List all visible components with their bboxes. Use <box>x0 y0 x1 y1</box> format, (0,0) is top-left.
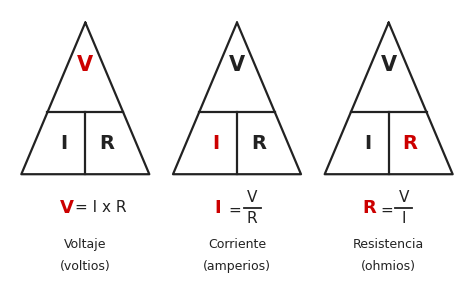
Text: Resistencia: Resistencia <box>353 238 424 251</box>
Text: R: R <box>251 134 266 153</box>
Text: V: V <box>77 55 93 75</box>
Text: (voltios): (voltios) <box>60 260 111 273</box>
Text: Voltaje: Voltaje <box>64 238 107 251</box>
Text: R: R <box>363 199 377 217</box>
Text: Corriente: Corriente <box>208 238 266 251</box>
Text: I: I <box>60 134 68 153</box>
Text: I: I <box>212 134 219 153</box>
Text: R: R <box>99 134 114 153</box>
Text: I: I <box>401 211 406 226</box>
Text: I: I <box>215 199 221 217</box>
Text: I: I <box>364 134 371 153</box>
Text: =: = <box>380 203 392 218</box>
Text: =: = <box>228 203 241 218</box>
Text: R: R <box>247 211 257 226</box>
Text: V: V <box>381 55 397 75</box>
Text: = I x R: = I x R <box>75 200 126 216</box>
Text: V: V <box>247 190 257 205</box>
Text: V: V <box>60 199 74 217</box>
Text: (ohmios): (ohmios) <box>361 260 416 273</box>
Text: R: R <box>402 134 418 153</box>
Text: V: V <box>399 190 409 205</box>
Text: (amperios): (amperios) <box>203 260 271 273</box>
Text: V: V <box>229 55 245 75</box>
